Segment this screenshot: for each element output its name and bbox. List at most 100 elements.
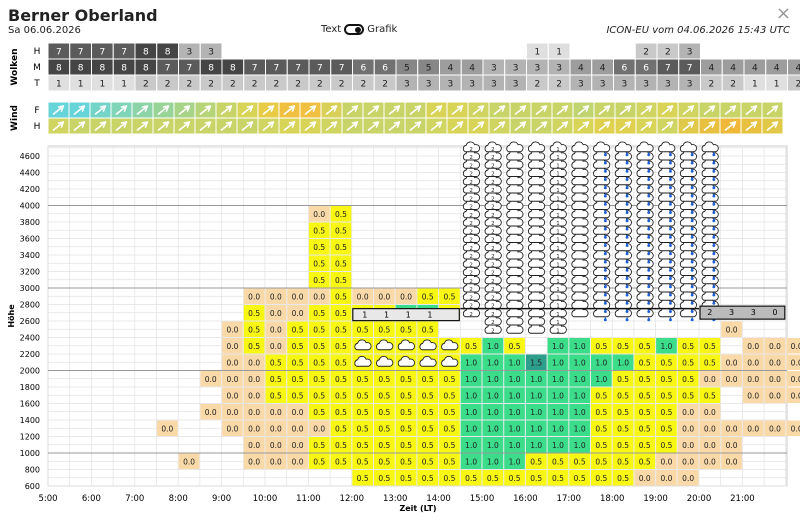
thermik-cell: [308, 371, 330, 387]
thermik-cell: [330, 437, 352, 453]
wolken-value: 4: [448, 64, 454, 74]
thermik-cell: [699, 354, 721, 370]
wolken-value: 3: [556, 64, 562, 74]
thermik-cell: [222, 338, 243, 354]
rain-cloud-icon: [593, 141, 611, 157]
thermik-cell: [656, 437, 677, 453]
thermik-value: 0.5: [704, 392, 716, 401]
thermik-cell: [352, 470, 373, 486]
wolken-value: 7: [317, 64, 323, 74]
thermik-cell: [656, 404, 677, 420]
thermik-value: 1.0: [487, 392, 499, 401]
svg-text:1: 1: [556, 238, 560, 244]
wind-arrow-icon: [724, 121, 737, 131]
thermik-cell: [374, 288, 395, 304]
thermik-cell: [308, 288, 330, 304]
wind-arrow-icon: [283, 105, 296, 115]
thermik-cell: [677, 387, 699, 403]
svg-text:2: 2: [469, 196, 473, 202]
svg-text:2: 2: [469, 287, 473, 293]
svg-text:2: 2: [469, 271, 473, 277]
thermik-value: 0.5: [552, 474, 564, 483]
x-tick-label: 14:00: [426, 494, 451, 504]
thermik-value: 0.0: [270, 293, 282, 302]
thermik-value: 1.5: [530, 359, 542, 368]
thermik-cell: [482, 437, 504, 453]
thermik-value: 0.0: [292, 441, 304, 450]
wolken-value: 7: [339, 64, 345, 74]
thermik-cell: [439, 288, 460, 304]
thermik-value: 0.5: [639, 392, 651, 401]
wind-row-label: F: [34, 106, 39, 116]
thermik-value: 0.5: [292, 342, 304, 351]
thermik-value: 0.0: [270, 425, 282, 434]
thermik-value: 0.5: [335, 458, 347, 467]
thermik-value: 0.5: [682, 342, 694, 351]
wolken-value: 4: [796, 64, 800, 74]
view-toggle[interactable]: Text Grafik: [321, 24, 397, 35]
thermik-value: 0.5: [660, 375, 672, 384]
wolken-cell: [700, 42, 723, 60]
thermik-cell: [547, 437, 569, 453]
thermik-cell: [417, 288, 439, 304]
wind-arrow-icon: [73, 105, 86, 115]
wolken-value: 2: [361, 80, 367, 90]
wolken-value: 4: [774, 64, 780, 74]
thermik-value: 1.0: [530, 375, 542, 384]
svg-text:2: 2: [491, 287, 495, 293]
thermik-cell: [243, 288, 265, 304]
svg-text:2: 2: [491, 328, 495, 334]
thermik-cell: [677, 338, 699, 354]
thermik-value: 1.0: [530, 425, 542, 434]
close-icon[interactable]: ×: [775, 3, 791, 24]
thermik-cell: [330, 305, 352, 321]
thermik-value: 1.0: [509, 458, 521, 467]
thermik-value: 0.5: [487, 474, 499, 483]
wind-arrow-icon: [178, 121, 191, 131]
thermik-cell: [417, 387, 439, 403]
wind-arrow-icon: [640, 105, 653, 115]
x-tick-label: 12:00: [340, 494, 365, 504]
thermik-value: 0.5: [595, 392, 607, 401]
x-tick-label: 11:00: [296, 494, 321, 504]
thermik-cell: [504, 387, 525, 403]
thermik-cell: [439, 404, 460, 420]
toggle-grafik-label: Grafik: [367, 24, 398, 35]
thermik-value: 0.0: [704, 425, 716, 434]
thermik-cell: [591, 420, 612, 436]
thermik-value: 0.5: [335, 276, 347, 285]
wolken-value: 7: [78, 48, 84, 58]
thermik-cell: [547, 371, 569, 387]
thermik-value: 0.5: [335, 326, 347, 335]
thermik-cell: [677, 371, 699, 387]
thermik-value: 0.5: [357, 458, 369, 467]
thermik-cell: [591, 338, 612, 354]
thermik-cell: [656, 470, 677, 486]
wind-arrow-icon: [136, 121, 149, 131]
thermik-value: 0.5: [682, 392, 694, 401]
thermik-value: 1.0: [509, 359, 521, 368]
thermik-cell: [460, 387, 482, 403]
thermik-value: 1.0: [465, 425, 477, 434]
thermik-value: 0.5: [443, 392, 455, 401]
thermik-cell: [417, 404, 439, 420]
thermik-value: 0.0: [226, 326, 238, 335]
thermik-value: 0.5: [400, 474, 412, 483]
thermik-value: 0.0: [769, 342, 781, 351]
wolken-label: Wolken: [10, 48, 20, 85]
wind-arrow-icon: [535, 121, 548, 131]
thermik-value: 0.5: [530, 458, 542, 467]
wind-arrow-icon: [115, 105, 128, 115]
thermik-cell: [308, 387, 330, 403]
thermik-value: 0.5: [270, 375, 282, 384]
y-tick-label: 3400: [20, 251, 40, 260]
thermik-value: 0.0: [248, 441, 260, 450]
thermik-cell: [352, 387, 373, 403]
thermik-cell: [330, 288, 352, 304]
wind-arrow-icon: [409, 121, 422, 131]
thermik-value: 1.0: [509, 408, 521, 417]
wolken-value: 3: [448, 80, 454, 90]
thermik-cell: [439, 387, 460, 403]
toggle-switch[interactable]: [344, 24, 365, 35]
thermik-value: 0.0: [270, 326, 282, 335]
